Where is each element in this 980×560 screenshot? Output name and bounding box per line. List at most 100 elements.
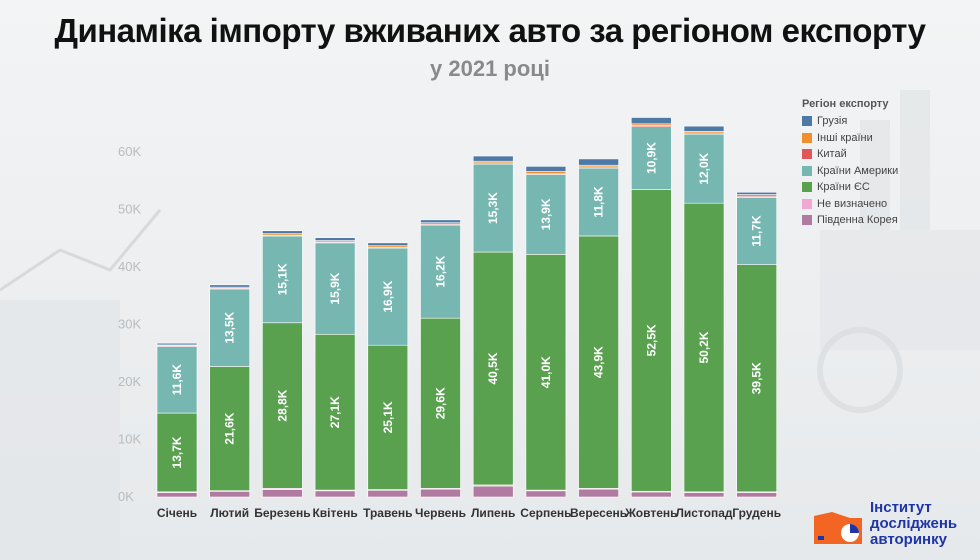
legend-label-undefined: Не визначено xyxy=(817,197,888,210)
bar-segment xyxy=(472,251,514,486)
y-tick-label: 10K xyxy=(118,432,141,447)
data-label: 11,7K xyxy=(750,215,764,247)
x-tick-label: Лютий xyxy=(210,506,249,520)
bar-segment xyxy=(367,344,409,490)
y-tick-label: 50K xyxy=(118,202,141,217)
legend-label-eu: Країни ЄС xyxy=(817,181,870,194)
y-tick-label: 40K xyxy=(118,259,141,274)
chart-title: Динаміка імпорту вживаних авто за регіон… xyxy=(54,12,926,49)
bar-segment xyxy=(525,166,567,172)
legend-swatch-georgia xyxy=(802,116,812,127)
bar-segment xyxy=(525,490,567,498)
bar-segment xyxy=(683,133,725,204)
bar-segment xyxy=(525,254,567,491)
x-tick-label: Січень xyxy=(157,506,197,520)
legend-swatch-undefined xyxy=(802,198,812,209)
x-tick-label: Жовтень xyxy=(624,506,677,520)
bar-segment xyxy=(156,492,198,498)
legend-swatch-other-countries xyxy=(802,132,812,143)
legend-label-georgia: Грузія xyxy=(817,115,848,128)
bar-segment xyxy=(525,174,567,255)
x-tick-label: Грудень xyxy=(732,506,781,520)
bar-segment xyxy=(262,230,303,234)
bar-segment xyxy=(209,288,250,367)
x-tick-label: Липень xyxy=(471,506,515,520)
x-tick-label: Серпень xyxy=(520,506,571,520)
legend-swatch-americas xyxy=(802,165,812,176)
x-tick-label: Вересень xyxy=(570,506,627,520)
y-tick-label: 60K xyxy=(118,144,141,159)
data-label: 27,1K xyxy=(328,396,342,428)
data-label: 13,5K xyxy=(223,311,237,343)
x-tick-label: Листопад xyxy=(675,506,732,520)
bar-segment xyxy=(736,264,778,493)
data-label: 25,1K xyxy=(381,401,395,433)
data-label: 13,7K xyxy=(170,436,184,468)
legend-item-undefined: Не визначено xyxy=(802,196,898,213)
bar-segment xyxy=(630,117,672,125)
bar-segment xyxy=(630,491,672,498)
data-label: 16,2K xyxy=(434,255,448,287)
legend-item-eu: Країни ЄС xyxy=(802,179,898,196)
data-label: 29,6K xyxy=(434,387,448,419)
y-tick-label: 0K xyxy=(118,489,134,504)
data-label: 39,5K xyxy=(750,362,764,394)
legend-swatch-eu xyxy=(802,182,812,193)
chart-subtitle: у 2021 році xyxy=(430,56,550,81)
data-label: 13,9K xyxy=(539,198,553,230)
bar-segment xyxy=(209,490,250,498)
bar-segment xyxy=(262,489,303,498)
legend: Регіон експорту Грузія Інші країни Китай… xyxy=(802,98,898,229)
bar-segment xyxy=(736,492,778,498)
data-label: 41,0K xyxy=(539,356,553,388)
bar-segment xyxy=(209,366,250,491)
bar-segment xyxy=(156,342,198,346)
logo-line-1: Інститут xyxy=(870,499,932,516)
legend-label-other-countries: Інші країни xyxy=(817,131,873,144)
data-label: 40,5K xyxy=(486,352,500,384)
bar-segment xyxy=(209,284,250,288)
legend-item-south-korea: Південна Корея xyxy=(802,212,898,229)
data-label: 50,2K xyxy=(697,331,711,363)
data-label: 15,9K xyxy=(328,272,342,304)
logo-line-2: досліджень xyxy=(870,515,958,532)
bar-segment xyxy=(420,488,461,498)
x-tick-label: Травень xyxy=(363,506,412,520)
bar-segment xyxy=(314,333,356,491)
bar-segment xyxy=(367,247,409,346)
bar-segment xyxy=(314,237,356,241)
bar-segment xyxy=(472,485,514,498)
bar-segment xyxy=(683,202,725,493)
bar-segment xyxy=(472,155,514,162)
bar-segment xyxy=(630,126,672,190)
y-tick-label: 30K xyxy=(118,317,141,332)
background-decoration xyxy=(0,90,980,560)
bar-segment xyxy=(472,163,514,253)
legend-item-other-countries: Інші країни xyxy=(802,130,898,147)
data-label: 21,6K xyxy=(223,412,237,444)
x-tick-label: Квітень xyxy=(312,506,357,520)
bar-segment xyxy=(262,235,303,324)
data-label: 52,5K xyxy=(644,324,658,356)
legend-swatch-south-korea xyxy=(802,215,812,226)
bar-segment xyxy=(367,489,409,498)
bar-segment xyxy=(156,412,198,493)
bar-segment xyxy=(420,219,461,224)
y-tick-label: 20K xyxy=(118,374,141,389)
logo-text: Інститут досліджень авторинку xyxy=(870,500,957,548)
data-label: 10,9K xyxy=(644,142,658,174)
bar-segment xyxy=(420,317,461,489)
bar-segment xyxy=(420,224,461,319)
bar-segment xyxy=(314,490,356,498)
bar-segment xyxy=(156,346,198,414)
legend-swatch-china xyxy=(802,149,812,160)
bar-segment xyxy=(578,167,619,237)
bar-segment xyxy=(367,242,409,247)
bar-segment xyxy=(630,189,672,492)
data-label: 16,9K xyxy=(381,280,395,312)
legend-label-china: Китай xyxy=(817,148,847,161)
bar-segment xyxy=(578,235,619,489)
data-label: 15,1K xyxy=(275,263,289,295)
data-label: 15,3K xyxy=(486,192,500,224)
